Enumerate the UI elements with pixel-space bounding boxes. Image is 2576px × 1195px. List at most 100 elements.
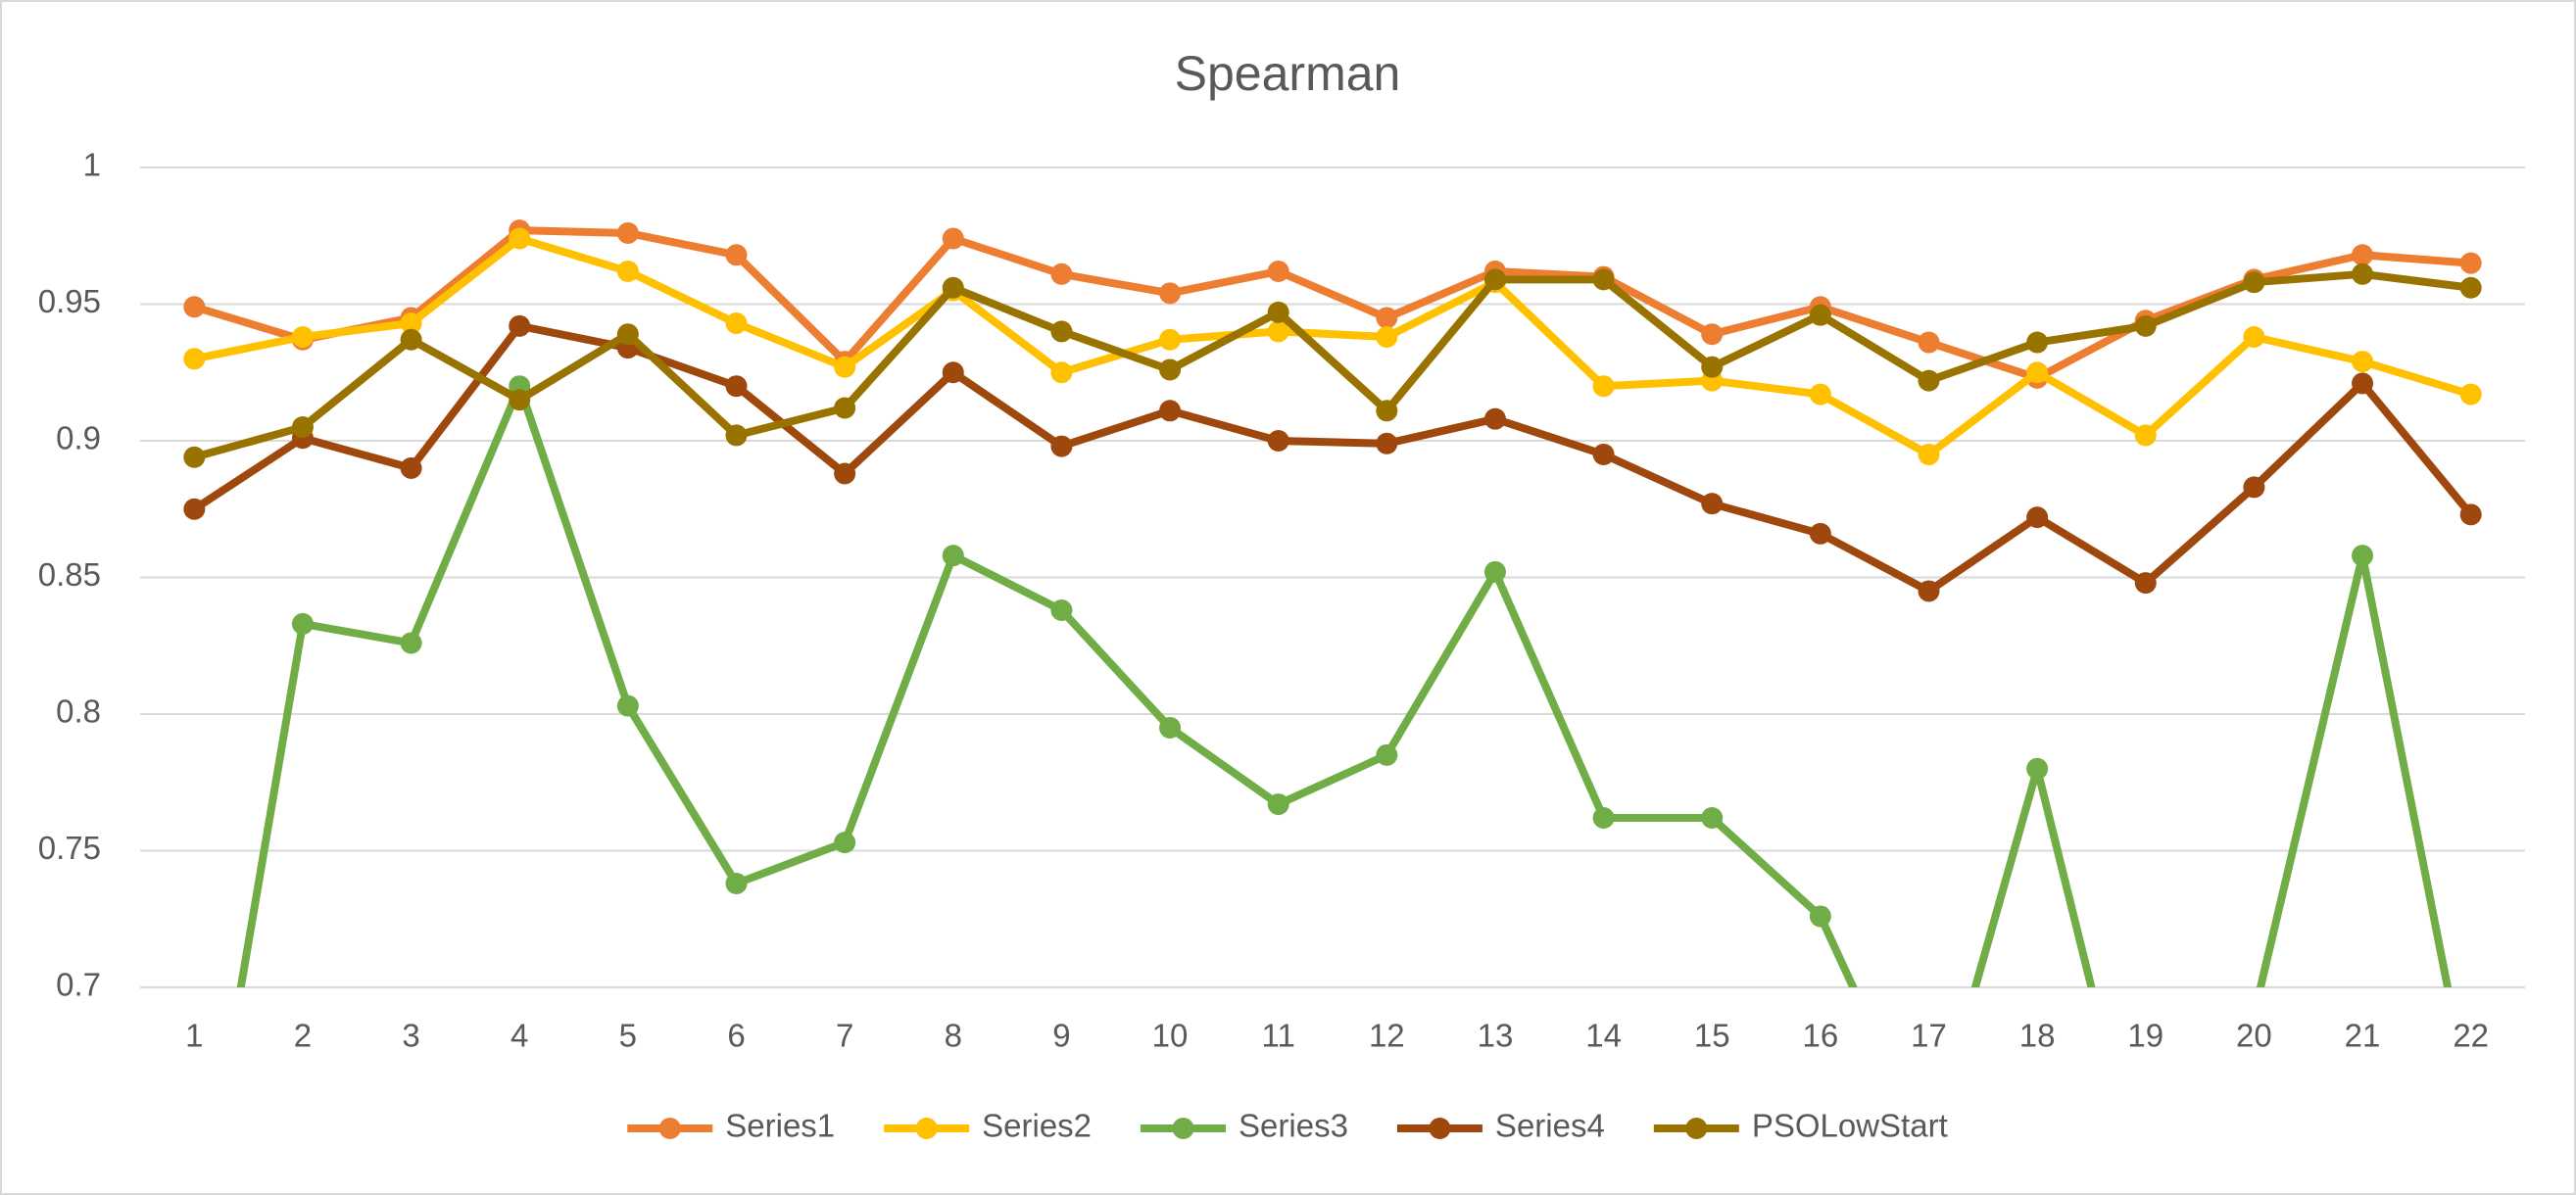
legend-label: Series3 [1239,1108,1348,1144]
data-point [509,389,531,411]
legend-item: PSOLowStart [1653,1108,1948,1144]
data-point [1159,716,1182,739]
data-point [725,244,748,266]
data-point [1050,598,1073,621]
x-tick-label: 1 [185,1018,203,1054]
y-tick-label: 1 [83,147,101,183]
data-point [1050,361,1073,384]
data-point [942,276,964,299]
x-tick-label: 10 [1152,1018,1189,1054]
legend-label: Series4 [1495,1108,1605,1144]
legend-label: Series1 [725,1108,835,1144]
x-tick-label: 17 [1911,1018,1947,1054]
x-tick-label: 12 [1369,1018,1405,1054]
data-point [834,397,856,419]
data-point [1701,323,1724,346]
data-point [1918,443,1940,465]
legend-item: Series1 [627,1108,835,1144]
legend-marker [1172,1118,1194,1139]
data-point [2459,252,2482,274]
x-tick-label: 14 [1585,1018,1622,1054]
legend-marker [658,1118,681,1139]
data-point [2134,314,2157,337]
legend-marker [915,1118,938,1139]
x-tick-label: 5 [619,1018,637,1054]
data-point [1809,522,1831,545]
y-tick-label: 0.95 [38,283,101,319]
data-point [942,361,964,384]
data-point [1918,580,1940,602]
data-point [1159,358,1182,381]
x-tick-label: 18 [2019,1018,2056,1054]
data-point [1701,356,1724,378]
x-tick-label: 13 [1478,1018,1514,1054]
data-point [1592,807,1615,830]
series-line [193,269,2472,461]
data-point [834,462,856,485]
series-line [193,226,2471,382]
x-tick-label: 11 [1262,1018,1295,1054]
x-tick-label: 21 [2345,1018,2381,1054]
data-point [1483,407,1506,430]
legend-item: Series4 [1396,1108,1605,1144]
x-tick-label: 6 [727,1018,745,1054]
data-point [2026,361,2049,384]
y-tick-label: 0.75 [38,830,101,866]
data-point [1376,743,1398,766]
data-point [1809,383,1831,406]
data-point [1267,320,1289,343]
x-tick-label: 3 [402,1018,419,1054]
x-tick-label: 8 [945,1018,962,1054]
data-point [509,314,531,337]
y-tick-label: 0.7 [56,967,101,1003]
data-point [616,323,639,346]
data-point [2026,757,2049,780]
legend-item: Series2 [884,1108,1092,1144]
data-point [1267,430,1289,452]
data-point [834,832,856,854]
data-point [1592,268,1615,291]
x-tick-label: 16 [1803,1018,1839,1054]
data-point [509,227,531,250]
x-tick-label: 20 [2236,1018,2272,1054]
data-point [291,325,314,348]
data-point [400,328,422,351]
data-point [1376,325,1398,348]
data-point [2026,506,2049,529]
data-point [2243,325,2265,348]
data-point [1159,400,1182,422]
data-point [1376,400,1398,422]
data-point [291,416,314,439]
data-point [616,261,639,283]
data-point [725,872,748,894]
data-point [616,221,639,244]
legend-label: Series2 [982,1108,1092,1144]
data-point [2459,383,2482,406]
data-point [942,227,964,250]
x-tick-label: 7 [836,1018,853,1054]
data-point [183,296,206,318]
chart-title: Spearman [1175,46,1401,101]
series-line [192,321,2474,596]
data-point [183,446,206,468]
data-point [2352,244,2374,266]
data-point [1592,443,1615,465]
data-point [1483,560,1506,583]
data-point [291,612,314,635]
legend: Series1 Series2 Series3 Series4 PSOLowStart [627,1108,1948,1144]
data-point [2459,276,2482,299]
data-point [2243,476,2265,499]
data-point [834,356,856,378]
data-point [1918,331,1940,354]
data-point [1592,375,1615,398]
data-point [183,348,206,370]
data-point [1483,268,1506,291]
data-point [1701,493,1724,515]
y-tick-label: 0.9 [56,420,101,456]
series-line [236,382,2453,987]
data-point [725,312,748,335]
data-point [1701,807,1724,830]
data-point [2352,372,2374,395]
